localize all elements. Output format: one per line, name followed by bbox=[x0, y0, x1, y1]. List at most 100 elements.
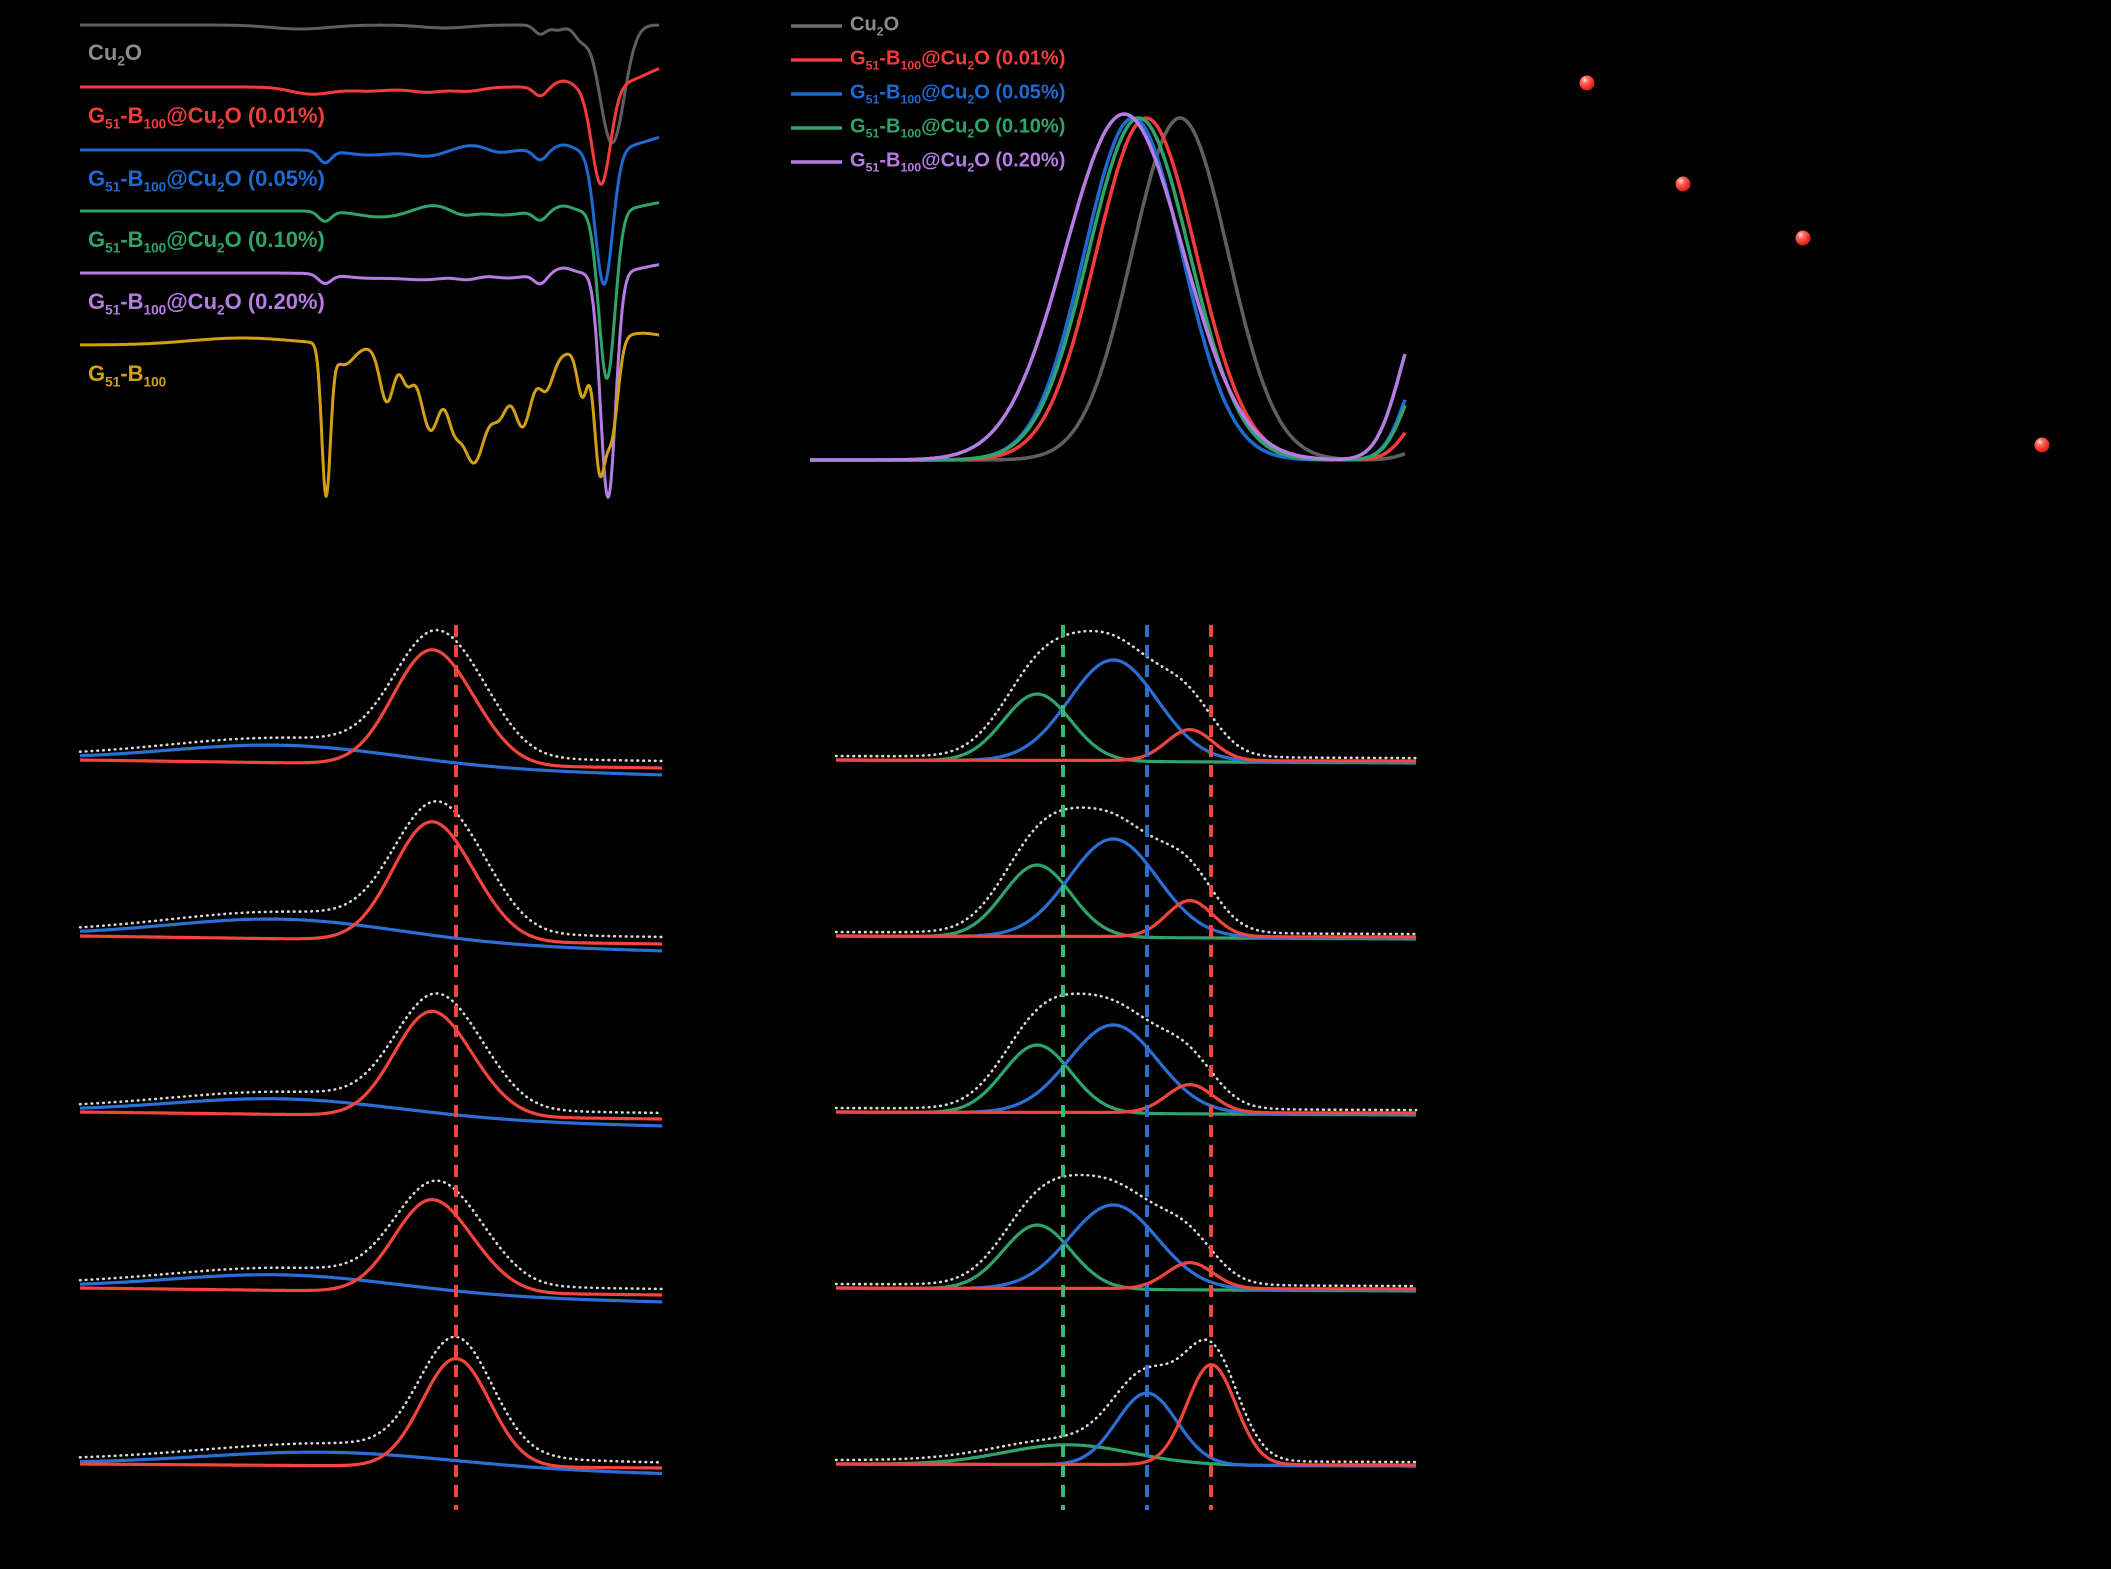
text-part: 2 bbox=[217, 240, 225, 256]
text-part: O (0.10%) bbox=[974, 115, 1066, 138]
panel-d-row3-data-curve bbox=[78, 992, 664, 1115]
panel-e-row4-green-curve bbox=[836, 1223, 1416, 1293]
text-part: 51 bbox=[865, 126, 880, 141]
text-part: @Cu bbox=[166, 103, 218, 128]
text-part: 100 bbox=[143, 240, 167, 256]
panel-e-row1-green-curve bbox=[836, 692, 1416, 765]
text-part: 2 bbox=[217, 116, 225, 132]
text-part: O (0.20%) bbox=[974, 149, 1066, 172]
text-part: 100 bbox=[143, 374, 167, 390]
panel-e-row3-red-curve bbox=[836, 1083, 1416, 1115]
text-part: 2 bbox=[967, 126, 975, 141]
legend-entry-cu2o: Cu2O bbox=[850, 14, 899, 37]
panel-d-row5-bg-blue-curve bbox=[80, 1450, 662, 1475]
panel-d-row1-data-curve bbox=[78, 628, 664, 763]
text-part: O bbox=[124, 40, 143, 65]
panel-c-point-0 bbox=[1579, 75, 1595, 91]
text-part: -B bbox=[879, 149, 901, 172]
panel-e-row3-green-curve bbox=[836, 1043, 1416, 1117]
text-part: 2 bbox=[876, 24, 884, 39]
text-part: 100 bbox=[143, 116, 167, 132]
text-part: -B bbox=[120, 227, 144, 252]
text-part: G bbox=[88, 103, 106, 128]
text-part: 51 bbox=[105, 179, 121, 195]
panel-a-label-composite-0.10: G51-B100@Cu2O (0.10%) bbox=[88, 229, 325, 255]
text-part: @Cu bbox=[166, 289, 218, 314]
panel-c-point-1 bbox=[1675, 176, 1691, 192]
legend-entry-composite-0.01: G51-B100@Cu2O (0.01%) bbox=[850, 48, 1065, 71]
panel-e-row1-blue-curve bbox=[836, 658, 1416, 764]
text-part: -B bbox=[879, 115, 901, 138]
text-part: 51 bbox=[865, 58, 880, 73]
legend-entry-composite-0.10: G51-B100@Cu2O (0.10%) bbox=[850, 116, 1065, 139]
text-part: 51 bbox=[105, 240, 121, 256]
text-part: -B bbox=[120, 103, 144, 128]
panel-a-label-g51-b100: G51-B100 bbox=[88, 363, 166, 389]
text-part: -B bbox=[120, 166, 144, 191]
legend-entry-composite-0.05: G51-B100@Cu2O (0.05%) bbox=[850, 82, 1065, 105]
text-part: 2 bbox=[217, 302, 225, 318]
text-part: 2 bbox=[117, 53, 125, 69]
panel-d-row2-bg-blue-curve bbox=[79, 917, 663, 953]
panel-d-row2-fit-red-curve bbox=[80, 820, 662, 946]
panel-d-row3-bg-blue-curve bbox=[79, 1097, 662, 1128]
text-part: O bbox=[883, 13, 900, 36]
panel-a-G51-B100-curve bbox=[79, 331, 660, 498]
text-part: O (0.10%) bbox=[224, 227, 325, 252]
text-part: 51 bbox=[865, 160, 880, 175]
panel-d-row2-data-curve bbox=[78, 800, 664, 939]
panel-d-row4-bg-blue-curve bbox=[79, 1273, 662, 1304]
panel-d-row3-fit-red-curve bbox=[80, 1009, 662, 1121]
panel-a-G51-B100@Cu2O-0.01-curve bbox=[79, 67, 660, 186]
text-part: 51 bbox=[105, 374, 121, 390]
panel-d-row4-data-curve bbox=[78, 1179, 664, 1291]
panel-d-row1-fit-red-curve bbox=[80, 648, 662, 770]
panel-e-row5-blue-curve bbox=[836, 1391, 1416, 1468]
panel-d-row5-data-curve bbox=[78, 1335, 664, 1464]
text-part: 100 bbox=[143, 179, 167, 195]
panel-c-point-3 bbox=[2034, 437, 2050, 453]
text-part: -B bbox=[879, 47, 901, 70]
panel-a-Cu2O-curve bbox=[79, 23, 660, 145]
text-part: @Cu bbox=[166, 166, 218, 191]
panel-a-label-composite-0.01: G51-B100@Cu2O (0.01%) bbox=[88, 105, 325, 131]
text-part: @Cu bbox=[921, 81, 968, 104]
panel-a-G51-B100@Cu2O-0.20-curve bbox=[79, 263, 660, 499]
panel-d-row5-fit-red-curve bbox=[80, 1357, 662, 1470]
panel-c-point-2 bbox=[1795, 230, 1811, 246]
panel-e-row1-red-curve bbox=[836, 728, 1416, 763]
text-part: 100 bbox=[900, 58, 922, 73]
text-part: G bbox=[850, 149, 866, 172]
text-part: O (0.05%) bbox=[974, 81, 1066, 104]
panel-e-row3-data-curve bbox=[834, 992, 1418, 1112]
panel-e-row2-red-curve bbox=[836, 899, 1416, 939]
text-part: 51 bbox=[105, 302, 121, 318]
legend-entry-composite-0.20: G51-B100@Cu2O (0.20%) bbox=[850, 150, 1065, 173]
panel-a-label-cu2o: Cu2O bbox=[88, 42, 142, 68]
panel-e-row5-data-curve bbox=[834, 1338, 1418, 1464]
panel-a-label-composite-0.20: G51-B100@Cu2O (0.20%) bbox=[88, 291, 325, 317]
text-part: 100 bbox=[900, 92, 922, 107]
text-part: G bbox=[88, 227, 106, 252]
panel-b-G51-B100@Cu2O-0.20-curve bbox=[809, 112, 1407, 462]
panel-e-row2-data-curve bbox=[834, 806, 1418, 936]
text-part: G bbox=[850, 47, 866, 70]
text-part: @Cu bbox=[166, 227, 218, 252]
panel-a-G51-B100@Cu2O-0.10-curve bbox=[79, 201, 660, 380]
text-part: 2 bbox=[967, 92, 975, 107]
panel-a-label-composite-0.05: G51-B100@Cu2O (0.05%) bbox=[88, 168, 325, 194]
panel-e-row3-blue-curve bbox=[836, 1023, 1416, 1116]
panel-e-row1-data-curve bbox=[834, 629, 1418, 760]
panel-d-row1-bg-blue-curve bbox=[80, 743, 663, 777]
panel-e-row4-data-curve bbox=[834, 1173, 1418, 1288]
text-part: 2 bbox=[967, 58, 975, 73]
text-part: O (0.01%) bbox=[224, 103, 325, 128]
text-part: Cu bbox=[88, 40, 118, 65]
panel-e-row4-red-curve bbox=[836, 1261, 1416, 1291]
text-part: -B bbox=[120, 289, 144, 314]
text-part: G bbox=[88, 166, 106, 191]
panel-d-row4-fit-red-curve bbox=[80, 1198, 662, 1297]
text-part: G bbox=[88, 361, 106, 386]
text-part: O (0.05%) bbox=[224, 166, 325, 191]
